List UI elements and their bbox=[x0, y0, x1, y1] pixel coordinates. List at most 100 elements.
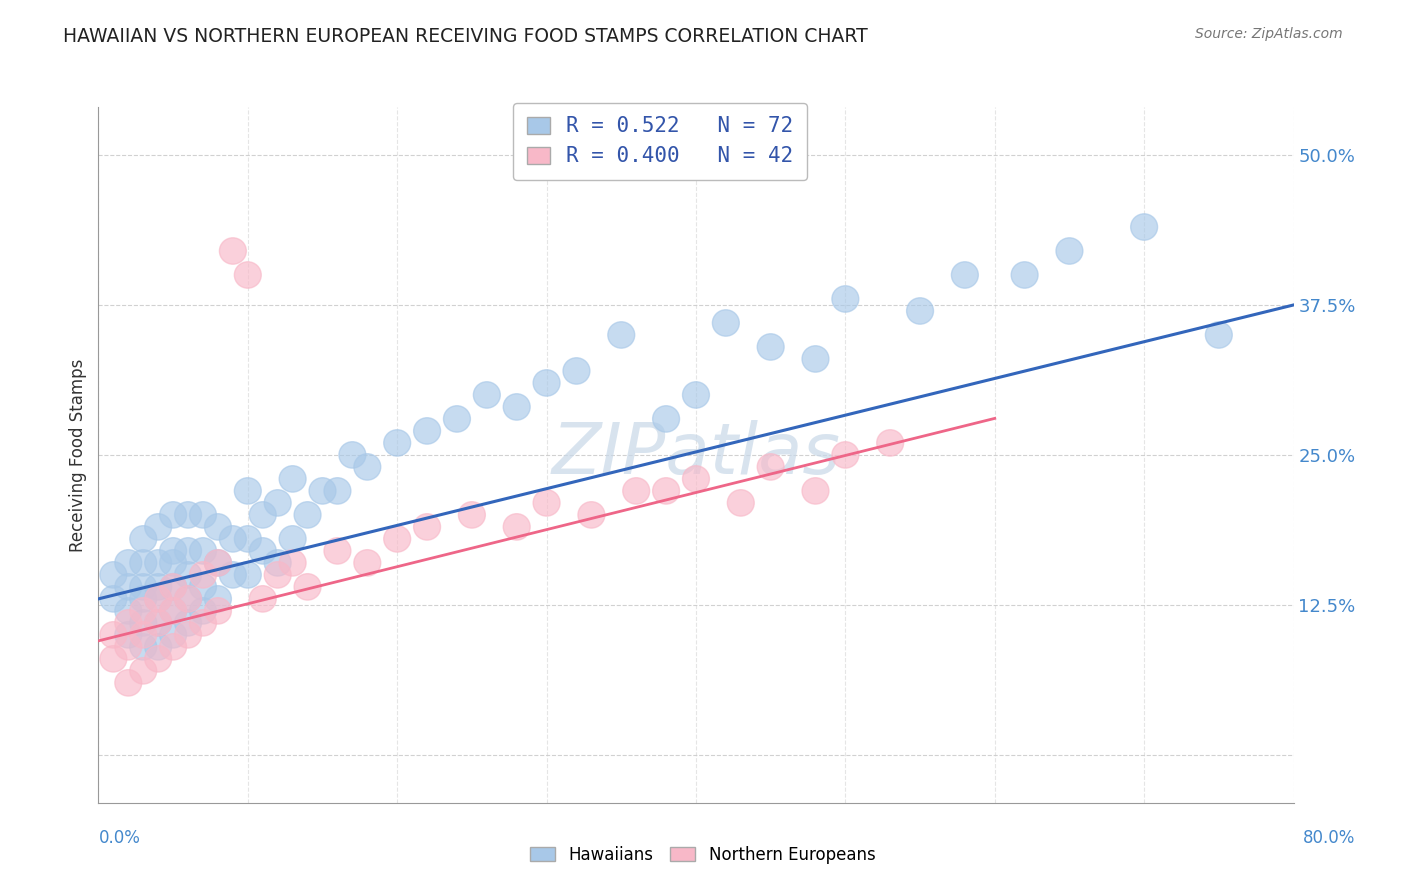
Ellipse shape bbox=[952, 261, 979, 288]
Ellipse shape bbox=[280, 525, 307, 552]
Ellipse shape bbox=[190, 501, 217, 528]
Ellipse shape bbox=[562, 358, 591, 384]
Ellipse shape bbox=[100, 562, 127, 588]
Ellipse shape bbox=[801, 478, 830, 504]
Ellipse shape bbox=[354, 549, 381, 576]
Ellipse shape bbox=[832, 442, 859, 468]
Ellipse shape bbox=[160, 622, 187, 648]
Ellipse shape bbox=[219, 562, 246, 588]
Ellipse shape bbox=[294, 574, 321, 600]
Ellipse shape bbox=[1205, 322, 1232, 348]
Ellipse shape bbox=[174, 538, 201, 564]
Ellipse shape bbox=[907, 298, 934, 324]
Ellipse shape bbox=[204, 549, 232, 576]
Ellipse shape bbox=[713, 310, 740, 336]
Ellipse shape bbox=[682, 382, 710, 409]
Ellipse shape bbox=[533, 370, 560, 396]
Ellipse shape bbox=[190, 609, 217, 636]
Ellipse shape bbox=[682, 466, 710, 492]
Ellipse shape bbox=[578, 501, 605, 528]
Ellipse shape bbox=[458, 501, 485, 528]
Ellipse shape bbox=[145, 514, 172, 540]
Ellipse shape bbox=[190, 538, 217, 564]
Ellipse shape bbox=[115, 598, 142, 624]
Ellipse shape bbox=[190, 598, 217, 624]
Ellipse shape bbox=[384, 525, 411, 552]
Ellipse shape bbox=[264, 562, 291, 588]
Ellipse shape bbox=[145, 574, 172, 600]
Ellipse shape bbox=[264, 549, 291, 576]
Ellipse shape bbox=[607, 322, 634, 348]
Ellipse shape bbox=[115, 549, 142, 576]
Ellipse shape bbox=[174, 562, 201, 588]
Ellipse shape bbox=[294, 501, 321, 528]
Ellipse shape bbox=[533, 490, 560, 516]
Ellipse shape bbox=[219, 238, 246, 264]
Ellipse shape bbox=[160, 538, 187, 564]
Ellipse shape bbox=[115, 670, 142, 696]
Ellipse shape bbox=[758, 454, 785, 480]
Ellipse shape bbox=[100, 622, 127, 648]
Ellipse shape bbox=[190, 562, 217, 588]
Ellipse shape bbox=[160, 633, 187, 660]
Y-axis label: Receiving Food Stamps: Receiving Food Stamps bbox=[69, 359, 87, 551]
Ellipse shape bbox=[129, 609, 156, 636]
Text: HAWAIIAN VS NORTHERN EUROPEAN RECEIVING FOOD STAMPS CORRELATION CHART: HAWAIIAN VS NORTHERN EUROPEAN RECEIVING … bbox=[63, 27, 868, 45]
Ellipse shape bbox=[503, 514, 530, 540]
Ellipse shape bbox=[160, 549, 187, 576]
Ellipse shape bbox=[204, 514, 232, 540]
Ellipse shape bbox=[413, 417, 440, 444]
Ellipse shape bbox=[264, 490, 291, 516]
Ellipse shape bbox=[174, 609, 201, 636]
Ellipse shape bbox=[235, 525, 262, 552]
Ellipse shape bbox=[160, 598, 187, 624]
Ellipse shape bbox=[280, 466, 307, 492]
Ellipse shape bbox=[115, 574, 142, 600]
Ellipse shape bbox=[235, 261, 262, 288]
Ellipse shape bbox=[174, 622, 201, 648]
Ellipse shape bbox=[145, 633, 172, 660]
Ellipse shape bbox=[758, 334, 785, 360]
Ellipse shape bbox=[443, 406, 471, 432]
Ellipse shape bbox=[115, 633, 142, 660]
Ellipse shape bbox=[474, 382, 501, 409]
Ellipse shape bbox=[160, 574, 187, 600]
Ellipse shape bbox=[129, 657, 156, 684]
Ellipse shape bbox=[354, 454, 381, 480]
Ellipse shape bbox=[219, 525, 246, 552]
Ellipse shape bbox=[727, 490, 754, 516]
Ellipse shape bbox=[145, 549, 172, 576]
Ellipse shape bbox=[1130, 214, 1157, 240]
Ellipse shape bbox=[145, 586, 172, 612]
Ellipse shape bbox=[280, 549, 307, 576]
Ellipse shape bbox=[235, 562, 262, 588]
Ellipse shape bbox=[309, 478, 336, 504]
Ellipse shape bbox=[129, 574, 156, 600]
Ellipse shape bbox=[623, 478, 650, 504]
Ellipse shape bbox=[832, 285, 859, 312]
Ellipse shape bbox=[174, 501, 201, 528]
Ellipse shape bbox=[129, 549, 156, 576]
Ellipse shape bbox=[100, 646, 127, 672]
Ellipse shape bbox=[1011, 261, 1038, 288]
Ellipse shape bbox=[115, 609, 142, 636]
Ellipse shape bbox=[1056, 238, 1083, 264]
Text: Source: ZipAtlas.com: Source: ZipAtlas.com bbox=[1195, 27, 1343, 41]
Legend: R = 0.522   N = 72, R = 0.400   N = 42: R = 0.522 N = 72, R = 0.400 N = 42 bbox=[513, 103, 807, 180]
Ellipse shape bbox=[877, 430, 904, 456]
Text: 0.0%: 0.0% bbox=[98, 829, 141, 847]
Ellipse shape bbox=[174, 586, 201, 612]
Ellipse shape bbox=[801, 346, 830, 372]
Ellipse shape bbox=[129, 633, 156, 660]
Ellipse shape bbox=[249, 501, 276, 528]
Ellipse shape bbox=[129, 622, 156, 648]
Ellipse shape bbox=[129, 586, 156, 612]
Ellipse shape bbox=[249, 586, 276, 612]
Text: 80.0%: 80.0% bbox=[1302, 829, 1355, 847]
Ellipse shape bbox=[129, 525, 156, 552]
Ellipse shape bbox=[190, 574, 217, 600]
Legend: Hawaiians, Northern Europeans: Hawaiians, Northern Europeans bbox=[524, 839, 882, 871]
Ellipse shape bbox=[652, 478, 679, 504]
Ellipse shape bbox=[652, 406, 679, 432]
Text: ZIPatlas: ZIPatlas bbox=[551, 420, 841, 490]
